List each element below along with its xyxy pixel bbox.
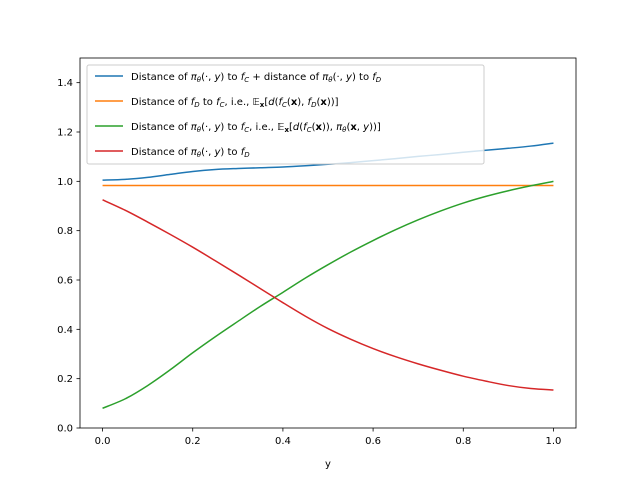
- y-tick-label: 0.0: [57, 424, 73, 435]
- y-axis-ticks: 0.0 0.2 0.4 0.6 0.8 1.0 1.2 1.4: [57, 78, 80, 435]
- x-tick-label: 0.4: [275, 436, 291, 447]
- axes-frame: [79, 57, 577, 429]
- x-tick-label: 0.8: [455, 436, 471, 447]
- series-line-3: [102, 199, 554, 391]
- y-tick-label: 1.0: [57, 177, 73, 188]
- legend-label-pi-fd: Distance of πθ(·, y) to fD: [131, 147, 250, 159]
- legend: Distance of πθ(·, y) to fC + distance of…: [86, 64, 485, 165]
- y-tick-label: 0.6: [57, 276, 73, 287]
- x-tick-label: 1.0: [546, 436, 562, 447]
- axes-layer: [79, 57, 577, 429]
- y-tick-label: 1.2: [57, 128, 73, 139]
- legend-frame: [86, 64, 485, 165]
- y-tick-label: 1.4: [57, 78, 73, 89]
- series-line-2: [102, 180, 554, 409]
- x-tick-label: 0.2: [185, 436, 201, 447]
- legend-label-fd-fc: Distance of fD to fC, i.e., 𝔼x[d(fC(x), …: [131, 97, 339, 109]
- x-tick-label: 0.6: [365, 436, 381, 447]
- x-axis-title: y: [325, 459, 331, 470]
- y-tick-label: 0.8: [57, 226, 73, 237]
- y-tick-label: 0.4: [57, 325, 73, 336]
- legend-label-pi-fc: Distance of πθ(·, y) to fC, i.e., 𝔼x[d(f…: [131, 122, 381, 134]
- x-axis-ticks: 0.0 0.2 0.4 0.6 0.8 1.0: [95, 428, 562, 447]
- legend-label-sum: Distance of πθ(·, y) to fC + distance of…: [131, 72, 382, 84]
- x-tick-label: 0.0: [95, 436, 111, 447]
- y-tick-label: 0.2: [57, 374, 73, 385]
